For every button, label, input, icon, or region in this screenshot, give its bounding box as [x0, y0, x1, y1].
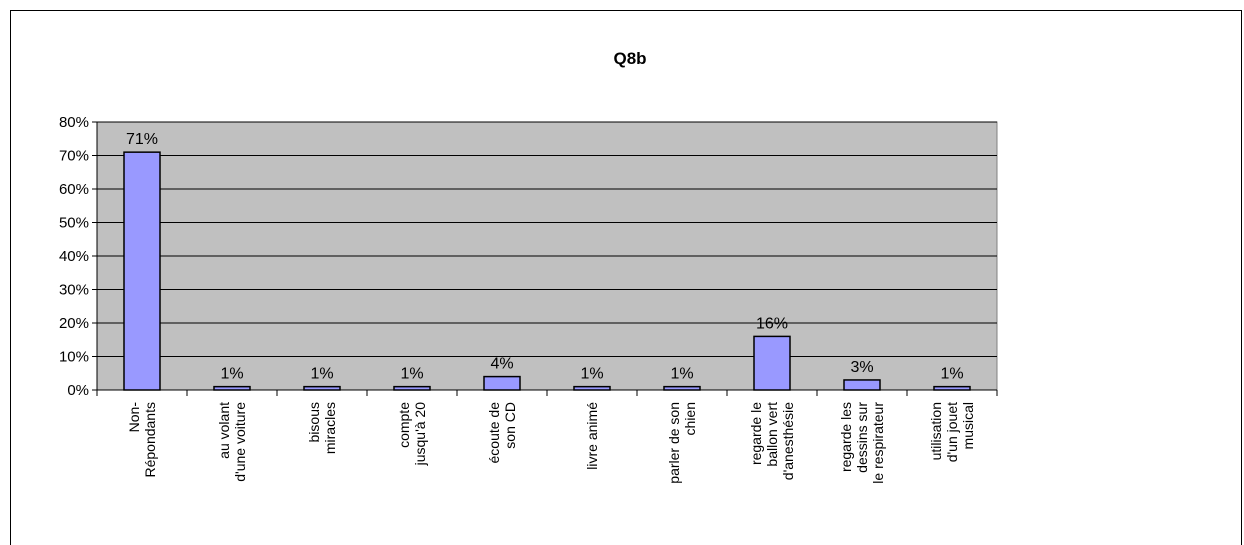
y-tick-label: 10%: [59, 349, 89, 366]
category-label: dessins sur: [854, 402, 870, 473]
data-label: 3%: [850, 359, 873, 376]
y-tick-label: 70%: [59, 148, 89, 165]
x-axis-ticks: [96, 390, 998, 396]
category-label: musical: [960, 402, 976, 449]
category-label: chien: [682, 402, 698, 435]
category-label: écoute de: [486, 402, 502, 464]
data-labels: 71% 1% 1% 1% 4% 1% 1% 16% 3% 1%: [126, 131, 964, 383]
chart-frame: [10, 10, 1242, 545]
category-label: utilisation: [928, 402, 944, 460]
data-label: 71%: [126, 131, 158, 148]
category-label: Répondants: [142, 402, 158, 478]
bar: [213, 385, 251, 391]
bar: [303, 385, 341, 391]
category-label: d'un jouet: [944, 402, 960, 462]
category-label: d'anesthésie: [780, 402, 796, 480]
bar: [573, 385, 611, 391]
y-tick-label: 0%: [67, 382, 89, 399]
category-label: d'une voiture: [232, 402, 248, 482]
category-label: le respirateur: [870, 402, 886, 484]
category-label: jusqu'à 20: [412, 402, 428, 467]
bar: [483, 375, 521, 391]
bar: [663, 385, 701, 391]
category-label: compte: [396, 402, 412, 448]
y-tick-label: 80%: [59, 114, 89, 131]
y-tick-label: 20%: [59, 315, 89, 332]
category-label: Non-: [126, 402, 142, 433]
y-axis-ticks: 0% 10% 20% 30% 40% 50% 60% 70% 80%: [59, 114, 97, 399]
category-label: regarde les: [838, 402, 854, 472]
category-label: regarde le: [748, 402, 764, 465]
category-label: au volant: [216, 402, 232, 459]
bar: [393, 385, 431, 391]
grid-lines: [97, 121, 997, 357]
category-labels: Non- Répondants au volant d'une voiture biso…: [126, 402, 976, 484]
data-label: 1%: [940, 366, 963, 383]
bar: [933, 385, 971, 391]
bar: [843, 379, 881, 391]
data-label: 16%: [756, 315, 788, 332]
data-label: 1%: [400, 366, 423, 383]
category-label: bisous: [306, 402, 322, 442]
y-tick-label: 40%: [59, 248, 89, 265]
data-label: 1%: [220, 366, 243, 383]
category-label: parler de son: [666, 402, 682, 484]
data-label: 1%: [310, 366, 333, 383]
y-tick-label: 60%: [59, 181, 89, 198]
y-tick-label: 50%: [59, 215, 89, 232]
data-label: 1%: [670, 366, 693, 383]
chart-title: Q8b: [613, 49, 646, 68]
category-label: son CD: [502, 402, 518, 449]
bar: [123, 151, 161, 391]
bar: [753, 335, 791, 391]
data-label: 4%: [490, 356, 513, 373]
category-label: miracles: [322, 402, 338, 454]
category-label: ballon vert: [764, 402, 780, 467]
y-tick-label: 30%: [59, 282, 89, 299]
data-label: 1%: [580, 366, 603, 383]
category-label: livre animé: [584, 402, 600, 470]
